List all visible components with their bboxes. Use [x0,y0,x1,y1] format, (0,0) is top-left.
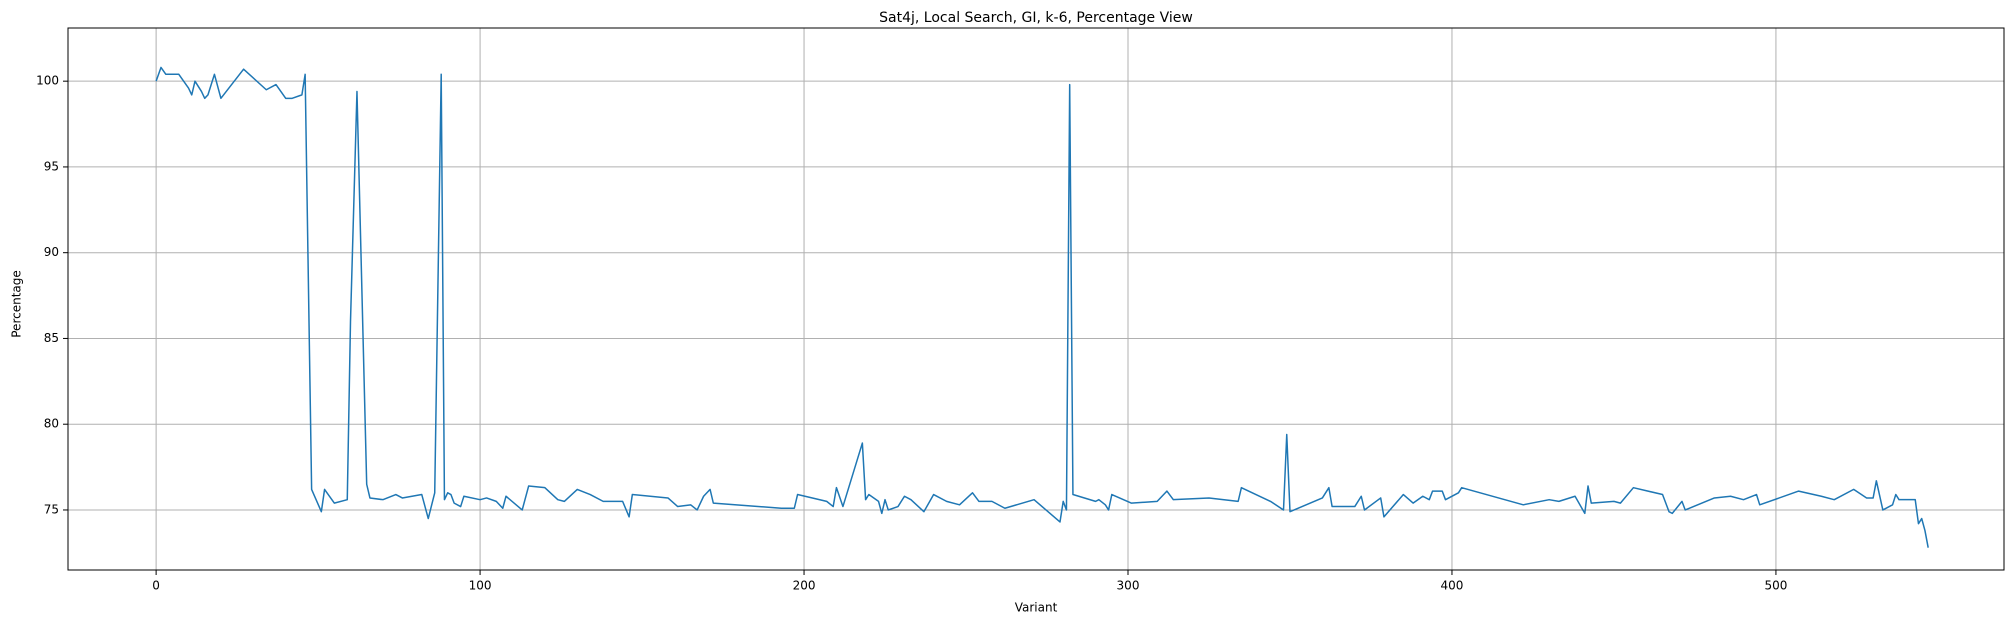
x-tick-label: 300 [1117,579,1140,593]
y-tick-label: 90 [44,245,59,259]
y-tick-label: 100 [36,74,59,88]
x-tick-label: 400 [1441,579,1464,593]
chart-title: Sat4j, Local Search, GI, k-6, Percentage… [879,10,1193,26]
y-axis-label: Percentage [10,270,24,338]
y-tick-label: 95 [44,159,59,173]
y-tick-label: 75 [44,502,59,516]
y-tick-label: 85 [44,331,59,345]
x-tick-label: 0 [152,579,160,593]
x-tick-label: 100 [469,579,492,593]
x-tick-label: 500 [1764,579,1787,593]
data-line [155,66,1929,548]
y-tick-label: 80 [44,417,59,431]
plot-frame [67,27,2005,571]
x-axis-label: Variant [1015,601,1058,615]
x-tick-label: 200 [793,579,816,593]
